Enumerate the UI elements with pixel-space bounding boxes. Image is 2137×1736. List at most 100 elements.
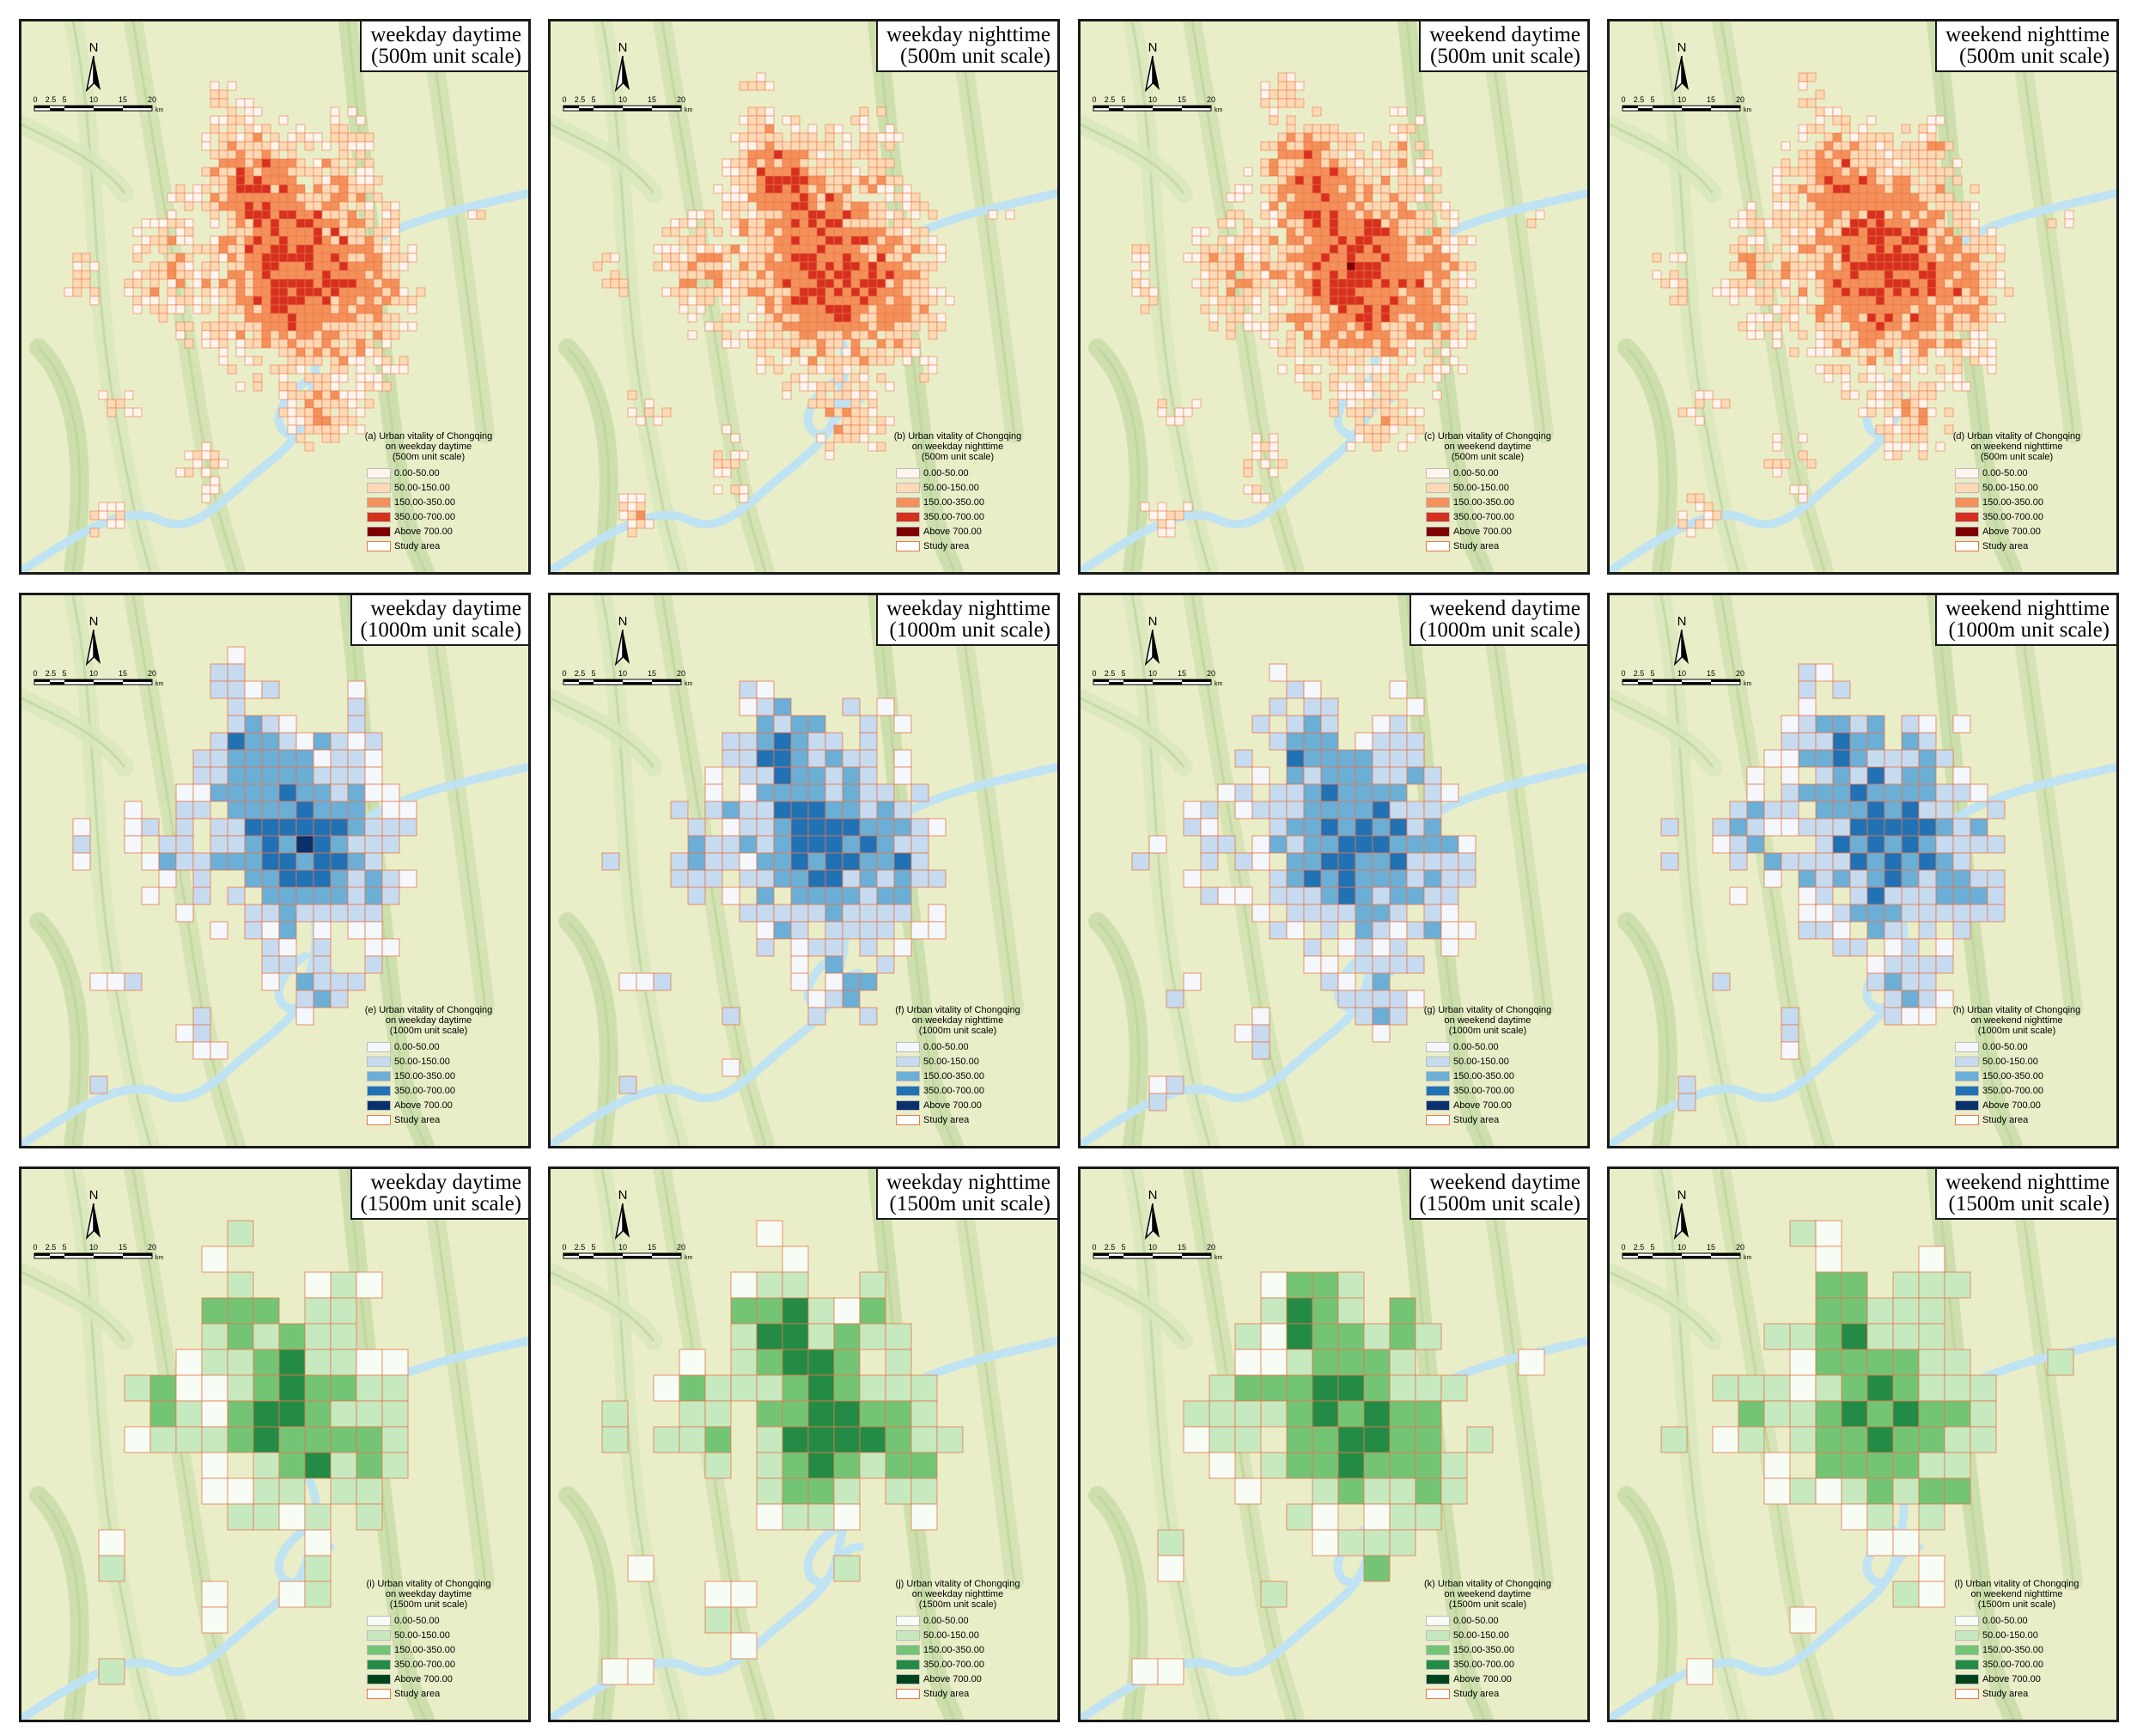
grid-cell xyxy=(1884,835,1903,854)
grid-cell xyxy=(107,972,125,991)
grid-cell xyxy=(1815,1374,1842,1402)
grid-cell xyxy=(928,210,938,220)
grid-cell xyxy=(1277,218,1288,228)
legend-swatch xyxy=(1955,467,1979,478)
grid-cell xyxy=(1901,416,1911,426)
grid-cell xyxy=(825,132,835,143)
grid-cell xyxy=(1337,192,1348,203)
grid-cell xyxy=(278,869,297,888)
grid-cell xyxy=(338,364,349,375)
grid-cell xyxy=(1841,313,1851,323)
grid-cell xyxy=(1841,278,1851,289)
grid-cell xyxy=(89,527,100,538)
grid-cell xyxy=(1372,399,1382,409)
grid-cell xyxy=(1858,158,1868,168)
grid-cell xyxy=(1961,270,1971,280)
grid-cell xyxy=(1841,141,1851,151)
grid-cell xyxy=(261,338,271,349)
grid-cell xyxy=(756,253,766,263)
grid-cell xyxy=(842,253,852,263)
grid-cell xyxy=(859,407,869,417)
grid-cell xyxy=(661,244,672,254)
grid-cell xyxy=(1866,347,1877,357)
grid-cell xyxy=(373,175,383,186)
grid-cell xyxy=(364,938,383,957)
legend-swatch xyxy=(367,1688,391,1699)
grid-cell xyxy=(842,433,852,443)
grid-cell xyxy=(1260,321,1270,332)
grid-cell xyxy=(1806,124,1817,134)
scale-bar: 0 2.5 5 10 15 20 km xyxy=(562,669,709,697)
grid-cell xyxy=(1884,381,1894,392)
grid-cell xyxy=(1312,364,1322,375)
grid-cell xyxy=(253,175,263,186)
grid-cell xyxy=(713,253,723,263)
grid-cell xyxy=(1755,313,1765,323)
grid-cell xyxy=(1355,433,1365,443)
grid-cell xyxy=(1918,347,1928,357)
grid-cell xyxy=(295,167,306,177)
scale-tick: 0 xyxy=(1092,95,1097,104)
grid-cell xyxy=(893,330,904,340)
legend-label: Above 700.00 xyxy=(1982,526,2041,537)
grid-cell xyxy=(1243,484,1253,495)
grid-cell xyxy=(313,783,332,802)
grid-cell xyxy=(859,330,869,340)
grid-cell xyxy=(833,295,843,306)
grid-cell xyxy=(1209,321,1219,332)
grid-cell xyxy=(364,167,374,177)
grid-cell xyxy=(330,364,340,375)
grid-cell xyxy=(1329,218,1339,228)
grid-cell xyxy=(244,132,254,143)
legend-swatch xyxy=(896,1615,920,1626)
grid-cell xyxy=(321,373,332,383)
grid-cell xyxy=(304,201,314,211)
grid-cell xyxy=(1909,390,1920,400)
grid-cell xyxy=(1901,886,1920,905)
grid-cell xyxy=(1131,278,1142,289)
grid-cell xyxy=(842,184,852,194)
grid-cell xyxy=(1884,407,1894,417)
grid-cell xyxy=(1277,244,1288,254)
grid-cell xyxy=(1849,783,1868,802)
grid-cell xyxy=(1918,1477,1945,1505)
grid-cell xyxy=(253,107,263,117)
grid-cell xyxy=(192,450,203,460)
grid-cell xyxy=(1918,416,1928,426)
grid-cell xyxy=(756,1349,783,1376)
grid-cell xyxy=(833,390,843,400)
grid-cell xyxy=(627,390,637,400)
grid-cell xyxy=(1406,697,1425,716)
grid-cell xyxy=(893,210,904,220)
legend-item: Study area xyxy=(884,1686,1032,1701)
grid-cell xyxy=(859,424,869,435)
grid-cell xyxy=(1849,852,1868,871)
grid-cell xyxy=(807,313,818,323)
grid-cell xyxy=(304,1503,332,1531)
grid-cell xyxy=(287,295,297,306)
grid-cell xyxy=(321,407,332,417)
grid-cell xyxy=(295,184,306,194)
map-canvas xyxy=(1610,21,2116,572)
legend-item: Above 700.00 xyxy=(884,1672,1032,1686)
grid-cell xyxy=(1191,227,1202,237)
grid-cell xyxy=(773,338,783,349)
grid-cell xyxy=(1901,424,1911,435)
grid-cell xyxy=(1277,81,1288,91)
grid-cell xyxy=(618,510,629,521)
legend-label: 0.00-50.00 xyxy=(923,1615,969,1626)
legend-item: 50.00-150.00 xyxy=(1414,480,1562,495)
grid-cell xyxy=(756,801,775,819)
grid-cell xyxy=(1970,313,1980,323)
grid-cell xyxy=(1729,261,1739,271)
grid-cell xyxy=(730,244,740,254)
grid-cell xyxy=(739,330,749,340)
legend-swatch xyxy=(367,1629,391,1641)
grid-cell xyxy=(253,218,263,228)
grid-cell xyxy=(98,1658,125,1685)
grid-cell xyxy=(295,287,306,297)
grid-cell xyxy=(1363,253,1373,263)
grid-cell xyxy=(782,235,792,246)
grid-cell xyxy=(338,149,349,160)
grid-cell xyxy=(235,287,246,297)
